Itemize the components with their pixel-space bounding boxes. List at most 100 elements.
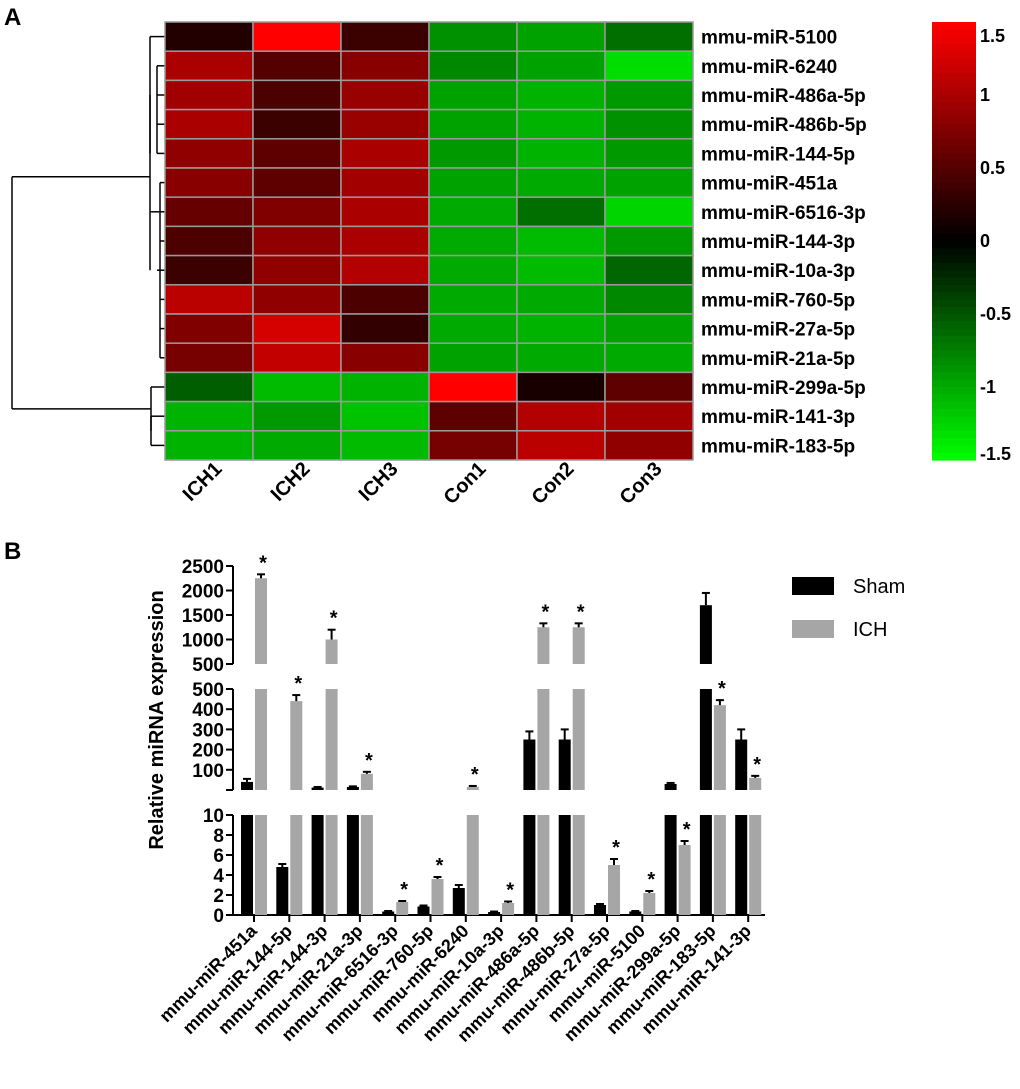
y-axis-label: Relative miRNA expression [146,590,168,849]
heatmap-cell-5-4 [428,138,518,169]
legend-swatch-ich [792,620,834,638]
colorbar-step [932,343,976,352]
bar-sham-7 [452,888,465,915]
heatmap-cell-8-1 [164,225,254,257]
heatmap-cell-11-1 [164,313,254,344]
heatmap-cell-7-3 [340,196,430,228]
heatmap-cell-12-2 [252,342,342,374]
heatmap-cell-5-6 [604,138,694,169]
heatmap-row-label: mmu-miR-486b-5p [701,115,867,136]
heatmap-row-labels: mmu-miR-5100 mmu-miR-6240 mmu-miR-486a-5p m… [701,28,867,458]
heatmap-cell-3-6 [604,79,694,111]
heatmap-row-label: mmu-miR-299a-5p [701,378,866,399]
bar-sham-14 [699,689,712,790]
colorbar-step [932,211,976,220]
significance-marker: * [471,764,479,786]
panel-a-label: A [4,4,21,31]
heatmap-cell-14-4 [428,400,518,432]
colorbar-step [932,138,976,147]
heatmap-cell-8-6 [604,225,694,257]
y-axis-tick-label: 300 [192,720,224,741]
heatmap-row-label: mmu-miR-10a-3p [701,261,855,282]
heatmap-row-label: mmu-miR-183-5p [701,436,855,457]
heatmap-cell-10-4 [428,284,518,315]
heatmap-cell-9-3 [340,254,430,286]
heatmap-cell-1-5 [516,21,606,52]
colorbar-step [932,394,976,403]
heatmap-cell-7-5 [516,196,606,228]
colorbar-tick-label: -1.5 [980,444,1011,464]
bar-sham-1 [241,781,253,790]
heatmap-cell-5-2 [252,138,342,169]
bar-sham-2 [276,867,289,915]
colorbar-step [932,357,976,366]
y-axis-tick-label: 200 [192,741,224,762]
heatmap [164,21,694,461]
colorbar-step [932,80,976,89]
significance-marker: * [436,855,444,877]
bar-sham-3 [311,787,324,790]
heatmap-cell-14-5 [516,400,606,432]
colorbar-step [932,248,976,257]
colorbar-step [932,262,976,271]
heatmap-cell-13-5 [516,371,606,403]
y-axis-tick-label: 100 [192,761,224,782]
bar-sham-14 [699,605,712,664]
colorbar-step [932,284,976,293]
colorbar-tick-label: 1 [980,85,990,105]
heatmap-column-labels: ICH1 ICH2 ICH3 Con1 Con2 Con3 [179,458,667,509]
bar-ich-7 [466,786,479,790]
heatmap-cell-3-4 [428,79,518,111]
heatmap-cell-1-1 [164,21,254,52]
bar-ich-14 [713,705,726,790]
heatmap-cell-6-4 [428,167,518,198]
colorbar-step [932,416,976,425]
heatmap-cell-12-6 [604,342,694,374]
heatmap-cell-9-4 [428,254,518,286]
bar-ich-2 [290,815,303,915]
bar-sham-10 [558,815,571,915]
heatmap-cell-15-6 [604,430,694,461]
bar-sham-9 [523,815,536,915]
colorbar-step [932,153,976,162]
heatmap-cell-7-1 [164,196,254,228]
heatmap-cell-10-2 [252,284,342,315]
heatmap-row-label: mmu-miR-6516-3p [701,203,866,224]
heatmap-cell-8-5 [516,225,606,257]
heatmap-cell-5-3 [340,138,430,169]
colorbar-tick-label: 0.5 [980,158,1005,178]
bar-sham-13 [664,783,677,790]
y-axis-tick-label: 0 [213,906,224,927]
heatmap-cell-13-6 [604,371,694,403]
bar-sham-4 [346,786,359,790]
colorbar-step [932,445,976,454]
bar-sham-10 [558,739,571,790]
heatmap-cell-15-4 [428,430,518,461]
y-axis-tick-label: 6 [213,846,224,867]
heatmap-cell-5-1 [164,138,254,169]
colorbar-step [932,168,976,176]
heatmap-row-label: mmu-miR-486a-5p [701,86,866,107]
heatmap-cell-7-4 [428,196,518,228]
heatmap-cell-9-1 [164,254,254,286]
bar-ich-12 [643,893,656,915]
heatmap-row-label: mmu-miR-760-5p [701,290,855,311]
heatmap-cell-13-4 [428,371,518,403]
colorbar-step [932,160,976,169]
heatmap-cell-2-4 [428,50,518,82]
heatmap-cell-15-5 [516,430,606,461]
heatmap-column-label: Con1 [440,458,491,509]
colorbar-step [932,146,976,154]
heatmap-cell-4-4 [428,108,518,140]
colorbar-step [932,116,976,125]
y-axis-tick-label: 500 [192,680,224,701]
y-axis-tick-label: 2500 [182,557,224,578]
heatmap-cell-11-2 [252,313,342,344]
bar-sham-8 [488,912,501,915]
colorbar-step [932,452,976,461]
heatmap-column-label: ICH2 [267,458,315,506]
heatmap-row-label: mmu-miR-6240 [701,57,837,78]
colorbar-step [932,189,976,198]
heatmap-cell-1-2 [252,21,342,52]
colorbar-tick-label: 1.5 [980,26,1005,46]
